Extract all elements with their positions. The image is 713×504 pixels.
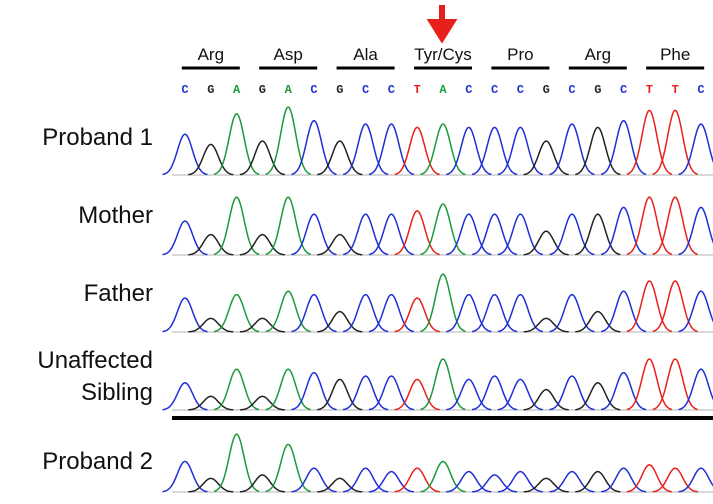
peak	[240, 318, 285, 331]
peak	[627, 465, 672, 492]
peak	[317, 478, 362, 491]
peak	[343, 214, 388, 254]
peak	[653, 359, 698, 409]
peak	[524, 390, 569, 410]
peak	[446, 472, 491, 492]
peak	[679, 369, 713, 409]
peak	[421, 124, 466, 174]
codon-label: Arg	[585, 45, 611, 64]
peak	[679, 291, 713, 331]
base-letter: T	[646, 83, 653, 97]
codon-label: Phe	[660, 45, 690, 64]
row-label: Unaffected Sibling	[0, 345, 153, 409]
peak	[524, 478, 569, 491]
base-letter: A	[285, 83, 293, 97]
row-label: Mother	[0, 200, 153, 232]
codon-label: Arg	[198, 45, 224, 64]
peak	[627, 359, 672, 409]
peak	[472, 295, 517, 332]
base-letter: C	[362, 83, 369, 97]
peak	[421, 359, 466, 409]
peak	[163, 383, 208, 410]
peak	[214, 114, 259, 174]
base-letter: C	[568, 83, 575, 97]
peak	[343, 376, 388, 410]
row-label: Proband 2	[0, 446, 153, 478]
peak	[188, 318, 233, 331]
peak	[317, 141, 362, 175]
base-letter: G	[543, 83, 550, 97]
chromatogram: Arg Asp Ala Tyr/Cys Pro Arg Phe C G A G A C G C C T A C C C G…	[0, 0, 713, 504]
peak	[240, 475, 285, 492]
peak	[627, 197, 672, 254]
base-letter: T	[672, 83, 679, 97]
peak	[550, 472, 595, 492]
base-letter: C	[491, 83, 498, 97]
peak	[188, 235, 233, 255]
peak	[627, 111, 672, 175]
base-letter: T	[414, 83, 421, 97]
base-letter: G	[594, 83, 601, 97]
row-label: Father	[0, 278, 153, 310]
peak	[421, 204, 466, 254]
peak	[498, 214, 543, 254]
codon-label: Pro	[507, 45, 533, 64]
peak	[163, 134, 208, 174]
peak	[524, 318, 569, 331]
base-letter: G	[336, 83, 343, 97]
figure: Arg Asp Ala Tyr/Cys Pro Arg Phe C G A G A C G C C T A C C C G…	[0, 0, 713, 504]
peak	[343, 295, 388, 332]
row-label: Proband 1	[0, 122, 153, 154]
peak	[472, 376, 517, 410]
peak	[550, 376, 595, 410]
peak	[421, 462, 466, 492]
peak	[369, 376, 414, 410]
codon-label: Tyr/Cys	[414, 45, 472, 64]
peak	[653, 197, 698, 254]
codon-label: Ala	[353, 45, 378, 64]
peak	[498, 472, 543, 492]
peak	[421, 274, 466, 331]
peak	[240, 235, 285, 255]
peak	[343, 468, 388, 491]
peak	[472, 214, 517, 254]
peak	[679, 124, 713, 174]
base-letter: G	[259, 83, 266, 97]
peak	[550, 124, 595, 174]
peak	[653, 111, 698, 175]
base-letter: A	[439, 83, 447, 97]
base-letter: G	[207, 83, 214, 97]
peak	[446, 128, 491, 175]
peak	[627, 281, 672, 331]
base-letter: C	[517, 83, 524, 97]
base-letter: A	[233, 83, 241, 97]
peak	[240, 396, 285, 409]
peak	[446, 295, 491, 332]
base-letter: C	[310, 83, 317, 97]
base-letter: C	[388, 83, 395, 97]
base-letter: C	[465, 83, 472, 97]
base-letter: C	[181, 83, 188, 97]
base-letter: C	[620, 83, 627, 97]
peak	[369, 295, 414, 332]
peak	[498, 128, 543, 175]
peak	[395, 128, 440, 175]
peak	[266, 107, 311, 174]
peak	[524, 231, 569, 254]
peak	[343, 124, 388, 174]
peak	[653, 281, 698, 331]
peak	[163, 221, 208, 255]
peak	[472, 128, 517, 175]
peak	[369, 124, 414, 174]
arrow	[432, 5, 452, 38]
peak	[679, 208, 713, 255]
codon-label: Asp	[274, 45, 303, 64]
base-letter: C	[697, 83, 704, 97]
peak	[214, 434, 259, 491]
peak	[550, 214, 595, 254]
